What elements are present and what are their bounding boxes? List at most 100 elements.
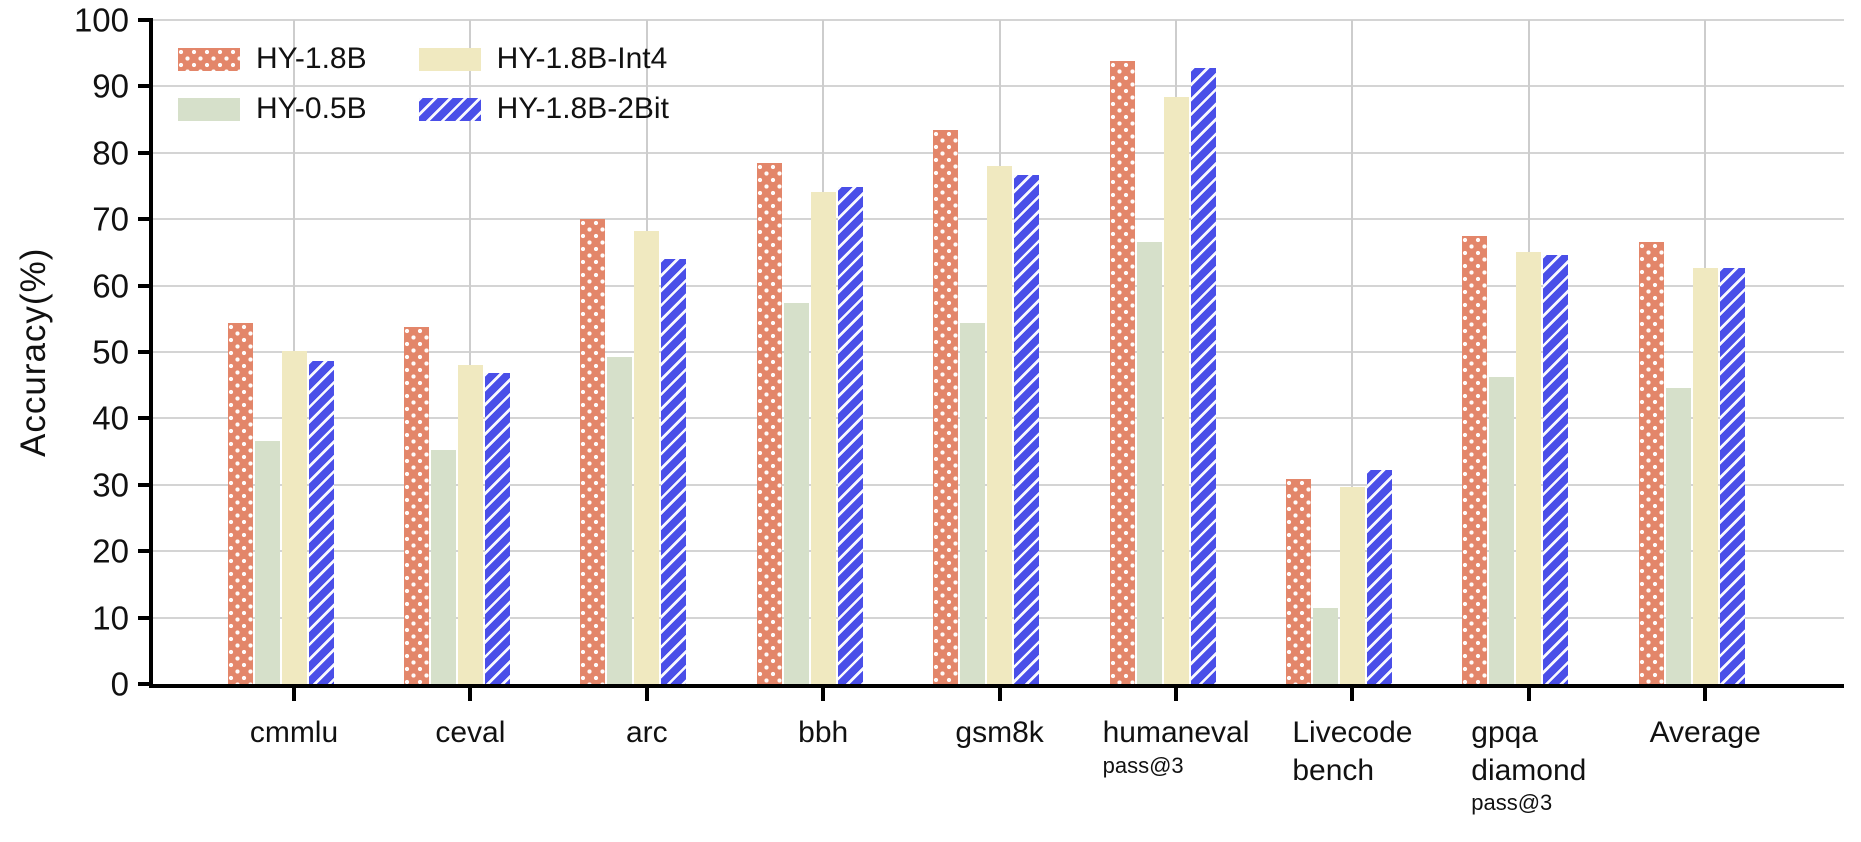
bar-HY-1.8B-Int4 [281,350,307,684]
y-tick-label: 70 [92,200,129,238]
bar-HY-1.8B [227,322,253,684]
legend-swatch-stripes [418,97,481,121]
bar-HY-1.8B-2Bit [1543,255,1569,684]
legend-swatch-solid [178,97,240,121]
y-gridline [153,85,1844,88]
bar-HY-1.8B-Int4 [1692,267,1718,684]
x-axis-label: humaneval pass@3 [1103,714,1250,780]
y-tick-label: 40 [92,399,129,437]
x-tick-mark [292,684,296,701]
legend-label: HY-1.8B-Int4 [496,42,668,75]
legend-item: HY-1.8B-Int4 [418,42,669,76]
x-tick-mark [997,684,1002,701]
x-axis-label: arc [626,714,668,752]
x-tick-mark [1350,684,1355,701]
x-gridline [469,20,472,684]
bar-HY-1.8B-Int4 [810,191,836,684]
x-tick-mark [1703,684,1708,701]
x-tick-mark [1526,684,1531,701]
bar-HY-1.8B-Int4 [1163,97,1189,684]
x-axis-label-line: bench [1292,753,1375,787]
x-axis-sublabel: pass@3 [1471,790,1553,815]
bar-HY-1.8B-Int4 [634,231,660,684]
legend-item: HY-1.8B [178,42,367,76]
bar-HY-1.8B [1285,478,1311,684]
x-axis-label: Livecode bench [1292,714,1412,789]
y-tick-mark [138,549,153,554]
x-gridline [1351,20,1354,684]
y-tick-label: 60 [92,267,129,305]
x-axis-label-line: ceval [435,716,506,749]
x-tick-mark [1174,684,1178,701]
bar-HY-0.5B [430,449,456,684]
legend-item: HY-0.5B [178,92,367,126]
y-tick-label: 20 [92,532,129,570]
bar-HY-1.8B-2Bit [661,259,687,684]
x-axis-label-line: cmmlu [249,716,339,749]
bar-HY-1.8B-2Bit [837,186,863,684]
x-axis-label-line: Livecode [1292,716,1413,749]
x-axis-label: gpqa diamond pass@3 [1471,714,1586,818]
bar-HY-1.8B-Int4 [1516,252,1542,684]
bar-HY-0.5B [960,322,986,684]
bar-HY-0.5B [1136,242,1162,684]
bar-HY-0.5B [1489,377,1515,684]
y-tick-mark [138,217,153,222]
bar-HY-1.8B [1638,242,1664,684]
x-axis-label-line: humaneval [1102,716,1250,749]
bar-HY-1.8B-2Bit [1366,470,1392,684]
bar-HY-0.5B [783,302,809,684]
legend-label: HY-0.5B [256,92,367,125]
y-tick-mark [138,18,153,22]
bar-HY-0.5B [1665,387,1691,684]
x-axis-label: Average [1650,714,1761,752]
y-gridline [153,151,1844,154]
bar-HY-1.8B-2Bit [1719,268,1745,684]
x-axis-label-line: gpqa [1471,716,1539,749]
x-axis-sublabel: pass@3 [1102,752,1184,778]
x-tick-mark [821,684,826,701]
y-tick-mark [138,350,153,354]
bar-HY-1.8B-2Bit [484,372,510,684]
y-tick-mark [138,84,153,89]
x-axis-label-line: bbh [798,716,849,749]
legend-label: HY-1.8B [256,42,367,75]
bar-HY-1.8B [933,129,959,684]
x-axis-label: ceval [435,714,505,752]
legend-swatch-dots [178,47,240,71]
y-tick-mark [138,416,153,421]
y-tick-mark [138,283,153,288]
legend-swatch-solid [418,47,481,71]
x-axis-label: gsm8k [955,714,1043,752]
bar-HY-1.8B [1109,60,1135,684]
bar-HY-1.8B-Int4 [1339,487,1365,684]
bar-HY-0.5B [607,356,633,684]
legend-label: HY-1.8B-2Bit [496,92,669,125]
bar-HY-1.8B [403,327,429,684]
y-gridline [153,19,1844,21]
legend: HY-1.8B HY-0.5B HY-1.8B-Int4 HY-1.8B-2Bit [178,42,669,126]
bar-HY-1.8B-2Bit [1014,174,1040,684]
x-axis-label: cmmlu [250,714,338,752]
bar-HY-1.8B-Int4 [987,166,1013,684]
legend-item: HY-1.8B-2Bit [418,92,669,126]
y-tick-label: 10 [92,599,129,637]
x-axis-label-line: diamond [1471,753,1587,787]
x-axis-label: bbh [798,714,848,752]
y-tick-label: 100 [73,1,129,39]
bar-HY-1.8B-2Bit [1190,68,1216,684]
x-axis-label-line: arc [625,716,668,749]
x-tick-mark [644,684,649,701]
y-tick-label: 90 [92,67,129,105]
bar-HY-1.8B-Int4 [457,365,483,684]
y-tick-label: 80 [92,134,129,172]
bar-HY-1.8B [756,163,782,684]
y-tick-label: 0 [110,665,129,703]
bar-HY-1.8B [1462,235,1488,684]
y-tick-mark [138,150,153,155]
x-tick-mark [468,684,473,701]
y-tick-mark [138,482,153,487]
x-axis-label-line: gsm8k [955,716,1044,749]
y-tick-label: 50 [92,333,129,371]
